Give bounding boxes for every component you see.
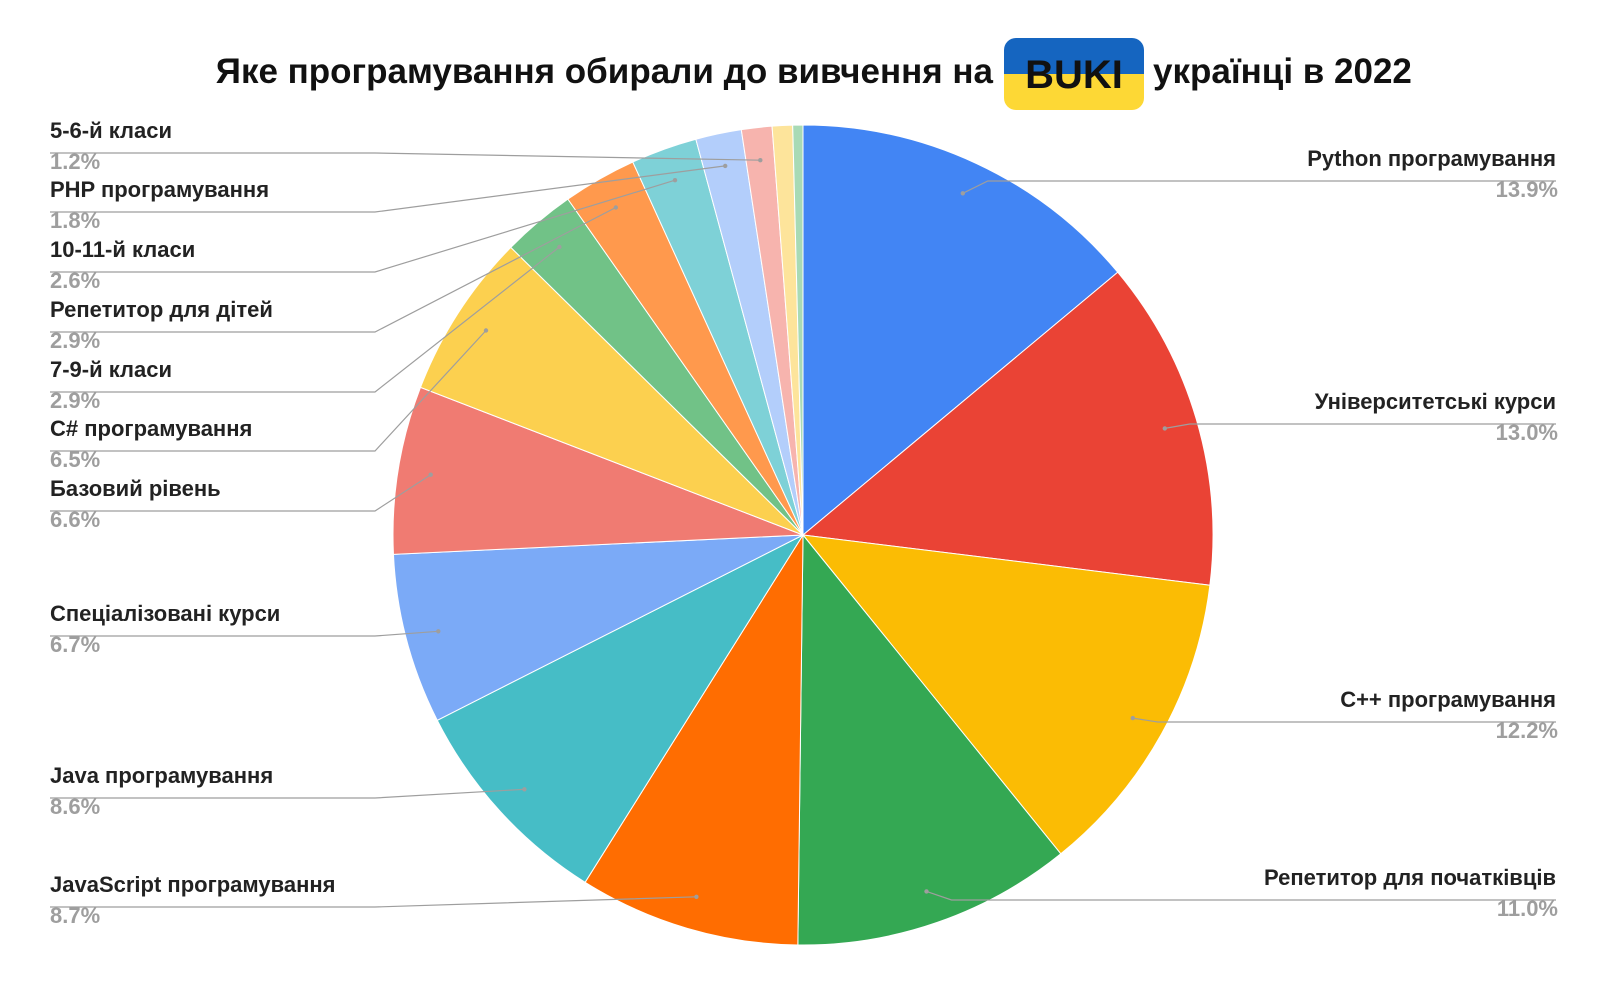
leader-line	[50, 206, 617, 333]
leader-line	[50, 788, 525, 799]
leader-line	[926, 890, 1556, 901]
buki-logo: BUKI	[1004, 38, 1144, 110]
slice-value-label: 12.2%	[1496, 718, 1558, 743]
slice-label: 5-6-й класи	[50, 118, 172, 143]
leader-line	[962, 180, 1556, 194]
leader-line	[50, 165, 726, 213]
leader-line	[50, 474, 432, 512]
leader-line	[50, 896, 697, 908]
slice-value-label: 1.2%	[50, 149, 100, 174]
leader-line	[50, 246, 560, 393]
leader-line	[50, 330, 487, 452]
slice-value-label: 8.7%	[50, 903, 100, 928]
leader-line	[50, 179, 676, 273]
pie-slice-c-програмування	[801, 534, 1211, 855]
leader-line	[50, 630, 439, 637]
slice-value-label: 13.9%	[1496, 177, 1558, 202]
slice-label: 7-9-й класи	[50, 357, 172, 382]
slice-label: Спеціалізовані курси	[50, 601, 280, 626]
slice-label: JavaScript програмування	[50, 872, 336, 897]
slice-label: Python програмування	[1307, 146, 1556, 171]
chart-title-text-start: Яке програмування обирали до вивчення на	[216, 52, 994, 91]
slice-value-label: 6.7%	[50, 632, 100, 657]
pie-slice-javascript-програмування	[584, 533, 804, 946]
pie-slice-java-програмування	[436, 533, 805, 883]
pie-slice-python-програмування	[802, 124, 1119, 537]
logo-yellow-band	[1004, 74, 1144, 110]
pie-slice-репетитор-для-початківців	[797, 533, 1062, 946]
pie-slice-спеціалізовані-курси	[392, 534, 804, 722]
slice-value-label: 11.0%	[1497, 896, 1558, 921]
slice-value-label: 2.6%	[50, 268, 100, 293]
chart-title: Яке програмування обирали до вивчення на…	[216, 38, 1412, 110]
slice-label: C++ програмування	[1340, 687, 1556, 712]
slice-label: Університетські курси	[1315, 389, 1556, 414]
slice-label: Репетитор для дітей	[50, 297, 273, 322]
slice-label: C# програмування	[50, 416, 252, 441]
pie-slice-unlabeled-15	[792, 124, 804, 536]
slice-label: Репетитор для початківців	[1264, 865, 1556, 890]
slice-value-label: 8.6%	[50, 794, 100, 819]
leader-line	[1132, 717, 1556, 723]
logo-text: BUKI	[1025, 53, 1123, 97]
leader-line	[1164, 423, 1556, 429]
slice-value-label: 2.9%	[50, 388, 100, 413]
slice-label: 10-11-й класи	[50, 237, 195, 262]
slice-value-label: 1.8%	[50, 208, 100, 233]
slice-value-label: 6.6%	[50, 507, 100, 532]
pie-slices	[392, 124, 1214, 946]
pie-slice-університетські-курси	[801, 271, 1214, 586]
slice-value-label: 13.0%	[1496, 420, 1558, 445]
slice-label: PHP програмування	[50, 177, 269, 202]
pie-slice-базовий-рівень	[392, 386, 804, 555]
slice-label: Базовий рівень	[50, 476, 221, 501]
leader-lines	[50, 152, 1556, 908]
slice-value-label: 2.9%	[50, 328, 100, 353]
pie-slice-c-програмування	[419, 246, 804, 536]
slice-value-label: 6.5%	[50, 447, 100, 472]
leader-line	[50, 152, 761, 161]
slice-label: Java програмування	[50, 763, 273, 788]
logo-blue-band	[1004, 38, 1144, 74]
slice-labels: Python програмування 13.9% Університетські…	[50, 118, 1558, 928]
chart-title-text-end: українці в 2022	[1153, 52, 1412, 91]
